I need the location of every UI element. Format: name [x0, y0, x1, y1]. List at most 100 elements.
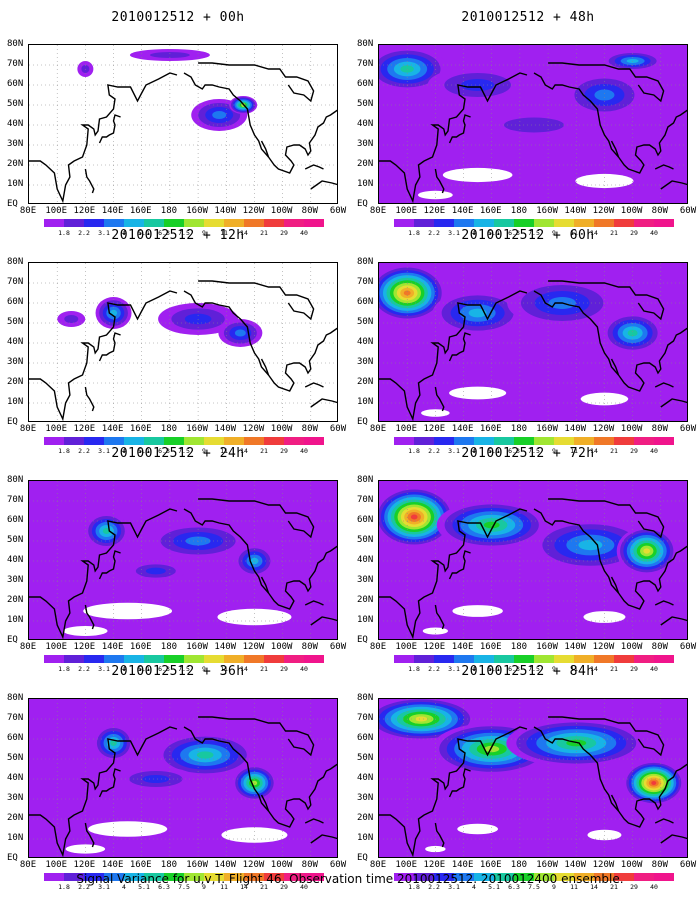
- colorbar-swatch: [654, 873, 674, 881]
- colorbar-swatch: [84, 873, 104, 881]
- coastline: [434, 386, 445, 412]
- panel-title: 2010012512 + 48h: [461, 10, 595, 25]
- colorbar-tick-label: 40: [300, 665, 308, 673]
- longitude-label: 120E: [423, 424, 446, 434]
- variance-map: [378, 44, 688, 204]
- colorbar-swatch: [104, 437, 124, 445]
- longitude-label: 100E: [395, 642, 418, 652]
- colorbar-tick-label: 11: [570, 447, 578, 455]
- coastline: [548, 716, 665, 757]
- colorbar-tick-label: 14: [590, 229, 598, 237]
- latitude-label: 10N: [7, 615, 24, 625]
- colorbar-swatch: [554, 873, 574, 881]
- longitude-label: 80E: [19, 424, 37, 434]
- colorbar: [44, 655, 324, 663]
- colorbar-swatch: [554, 219, 574, 227]
- latitude-label: 70N: [7, 713, 24, 723]
- colorbar-swatch: [594, 655, 614, 663]
- colorbar-swatch: [414, 219, 434, 227]
- colorbar-tick-label: 21: [260, 665, 268, 673]
- field-contour: [145, 567, 166, 575]
- colorbar-tick-label: 7.5: [528, 229, 540, 237]
- field-contour: [403, 290, 411, 296]
- latitude-label: 50N: [7, 535, 24, 545]
- longitude-label: 100W: [620, 206, 643, 216]
- colorbar-swatch: [144, 219, 164, 227]
- colorbar-tick-label: 3.1: [448, 883, 460, 891]
- colorbar-tick-label: 3.1: [98, 229, 110, 237]
- colorbar-swatch: [284, 437, 304, 445]
- coastline: [183, 508, 337, 610]
- colorbar-tick-label: 14: [240, 447, 248, 455]
- latitude-label: 70N: [357, 495, 374, 505]
- colorbar-swatch: [574, 219, 594, 227]
- colorbar-swatch: [144, 655, 164, 663]
- field-contour: [415, 716, 428, 722]
- colorbar-tick-label: 9: [202, 665, 206, 673]
- latitude-label: 60N: [357, 733, 374, 743]
- variance-map: [28, 698, 338, 858]
- longitude-label: 120W: [242, 424, 265, 434]
- colorbar-tick-label: 6.3: [158, 229, 170, 237]
- colorbar-tick-label: 1.8: [58, 665, 70, 673]
- field-gap: [88, 821, 168, 837]
- colorbar-swatch: [164, 219, 184, 227]
- field-gap: [452, 605, 503, 617]
- colorbar-tick-label: 40: [300, 229, 308, 237]
- colorbar-tick-label: 29: [630, 447, 638, 455]
- colorbar-tick-label: 11: [570, 229, 578, 237]
- colorbar-swatch: [224, 219, 244, 227]
- field-gap: [422, 627, 448, 635]
- colorbar-swatch: [494, 655, 514, 663]
- colorbar-swatch: [394, 873, 414, 881]
- latitude-label: 10N: [7, 833, 24, 843]
- colorbar-swatch: [104, 219, 124, 227]
- coastline: [548, 280, 665, 321]
- colorbar-tick-label: 6.3: [508, 229, 520, 237]
- colorbar: [44, 873, 324, 881]
- colorbar-tick-label: 4: [122, 229, 126, 237]
- coastline: [29, 72, 178, 203]
- longitude-label: 180: [510, 206, 528, 216]
- colorbar-tick-label: 5.1: [138, 229, 150, 237]
- coastline: [98, 768, 121, 798]
- field-gap: [65, 844, 106, 854]
- longitude-label: 160E: [479, 642, 502, 652]
- colorbar-swatch: [164, 437, 184, 445]
- colorbar-tick-label: 6.3: [508, 883, 520, 891]
- coastline: [198, 716, 315, 757]
- colorbar-swatch: [64, 219, 84, 227]
- longitude-label: 80W: [651, 424, 668, 434]
- latitude-label: 80N: [357, 475, 374, 485]
- colorbar-swatch: [284, 655, 304, 663]
- colorbar-labels: 1.8 2.2 3.1 4 5.1 6.3 7.5 9 11 14 21 29 40: [394, 447, 674, 455]
- colorbar-tick-label: 14: [240, 229, 248, 237]
- colorbar: [394, 873, 674, 881]
- colorbar-tick-label: 9: [552, 447, 556, 455]
- colorbar-tick-label: 21: [610, 883, 618, 891]
- field-gap: [457, 823, 499, 835]
- coastline: [533, 72, 687, 174]
- colorbar-tick-label: 5.1: [138, 883, 150, 891]
- latitude-label: 30N: [7, 793, 24, 803]
- longitude-label: 120W: [592, 642, 615, 652]
- colorbar-tick-label: 7.5: [528, 447, 540, 455]
- colorbar-tick-label: 4: [472, 883, 476, 891]
- colorbar-swatch: [44, 655, 64, 663]
- colorbar-swatch: [304, 437, 324, 445]
- latitude-label: 60N: [357, 79, 374, 89]
- longitude-label: 60W: [679, 206, 697, 216]
- latitude-label: 50N: [357, 535, 374, 545]
- latitude-label: 20N: [7, 813, 24, 823]
- colorbar-tick-label: 40: [300, 883, 308, 891]
- field-gap: [421, 409, 450, 417]
- colorbar-tick-label: 9: [552, 665, 556, 673]
- colorbar-tick-label: 14: [590, 883, 598, 891]
- colorbar-swatch: [84, 655, 104, 663]
- longitude-label: 160W: [536, 206, 558, 216]
- longitude-label: 80E: [369, 642, 387, 652]
- variance-map: [378, 262, 688, 422]
- longitude-label: 160W: [186, 424, 208, 434]
- colorbar: [394, 437, 674, 445]
- coastline: [183, 726, 337, 828]
